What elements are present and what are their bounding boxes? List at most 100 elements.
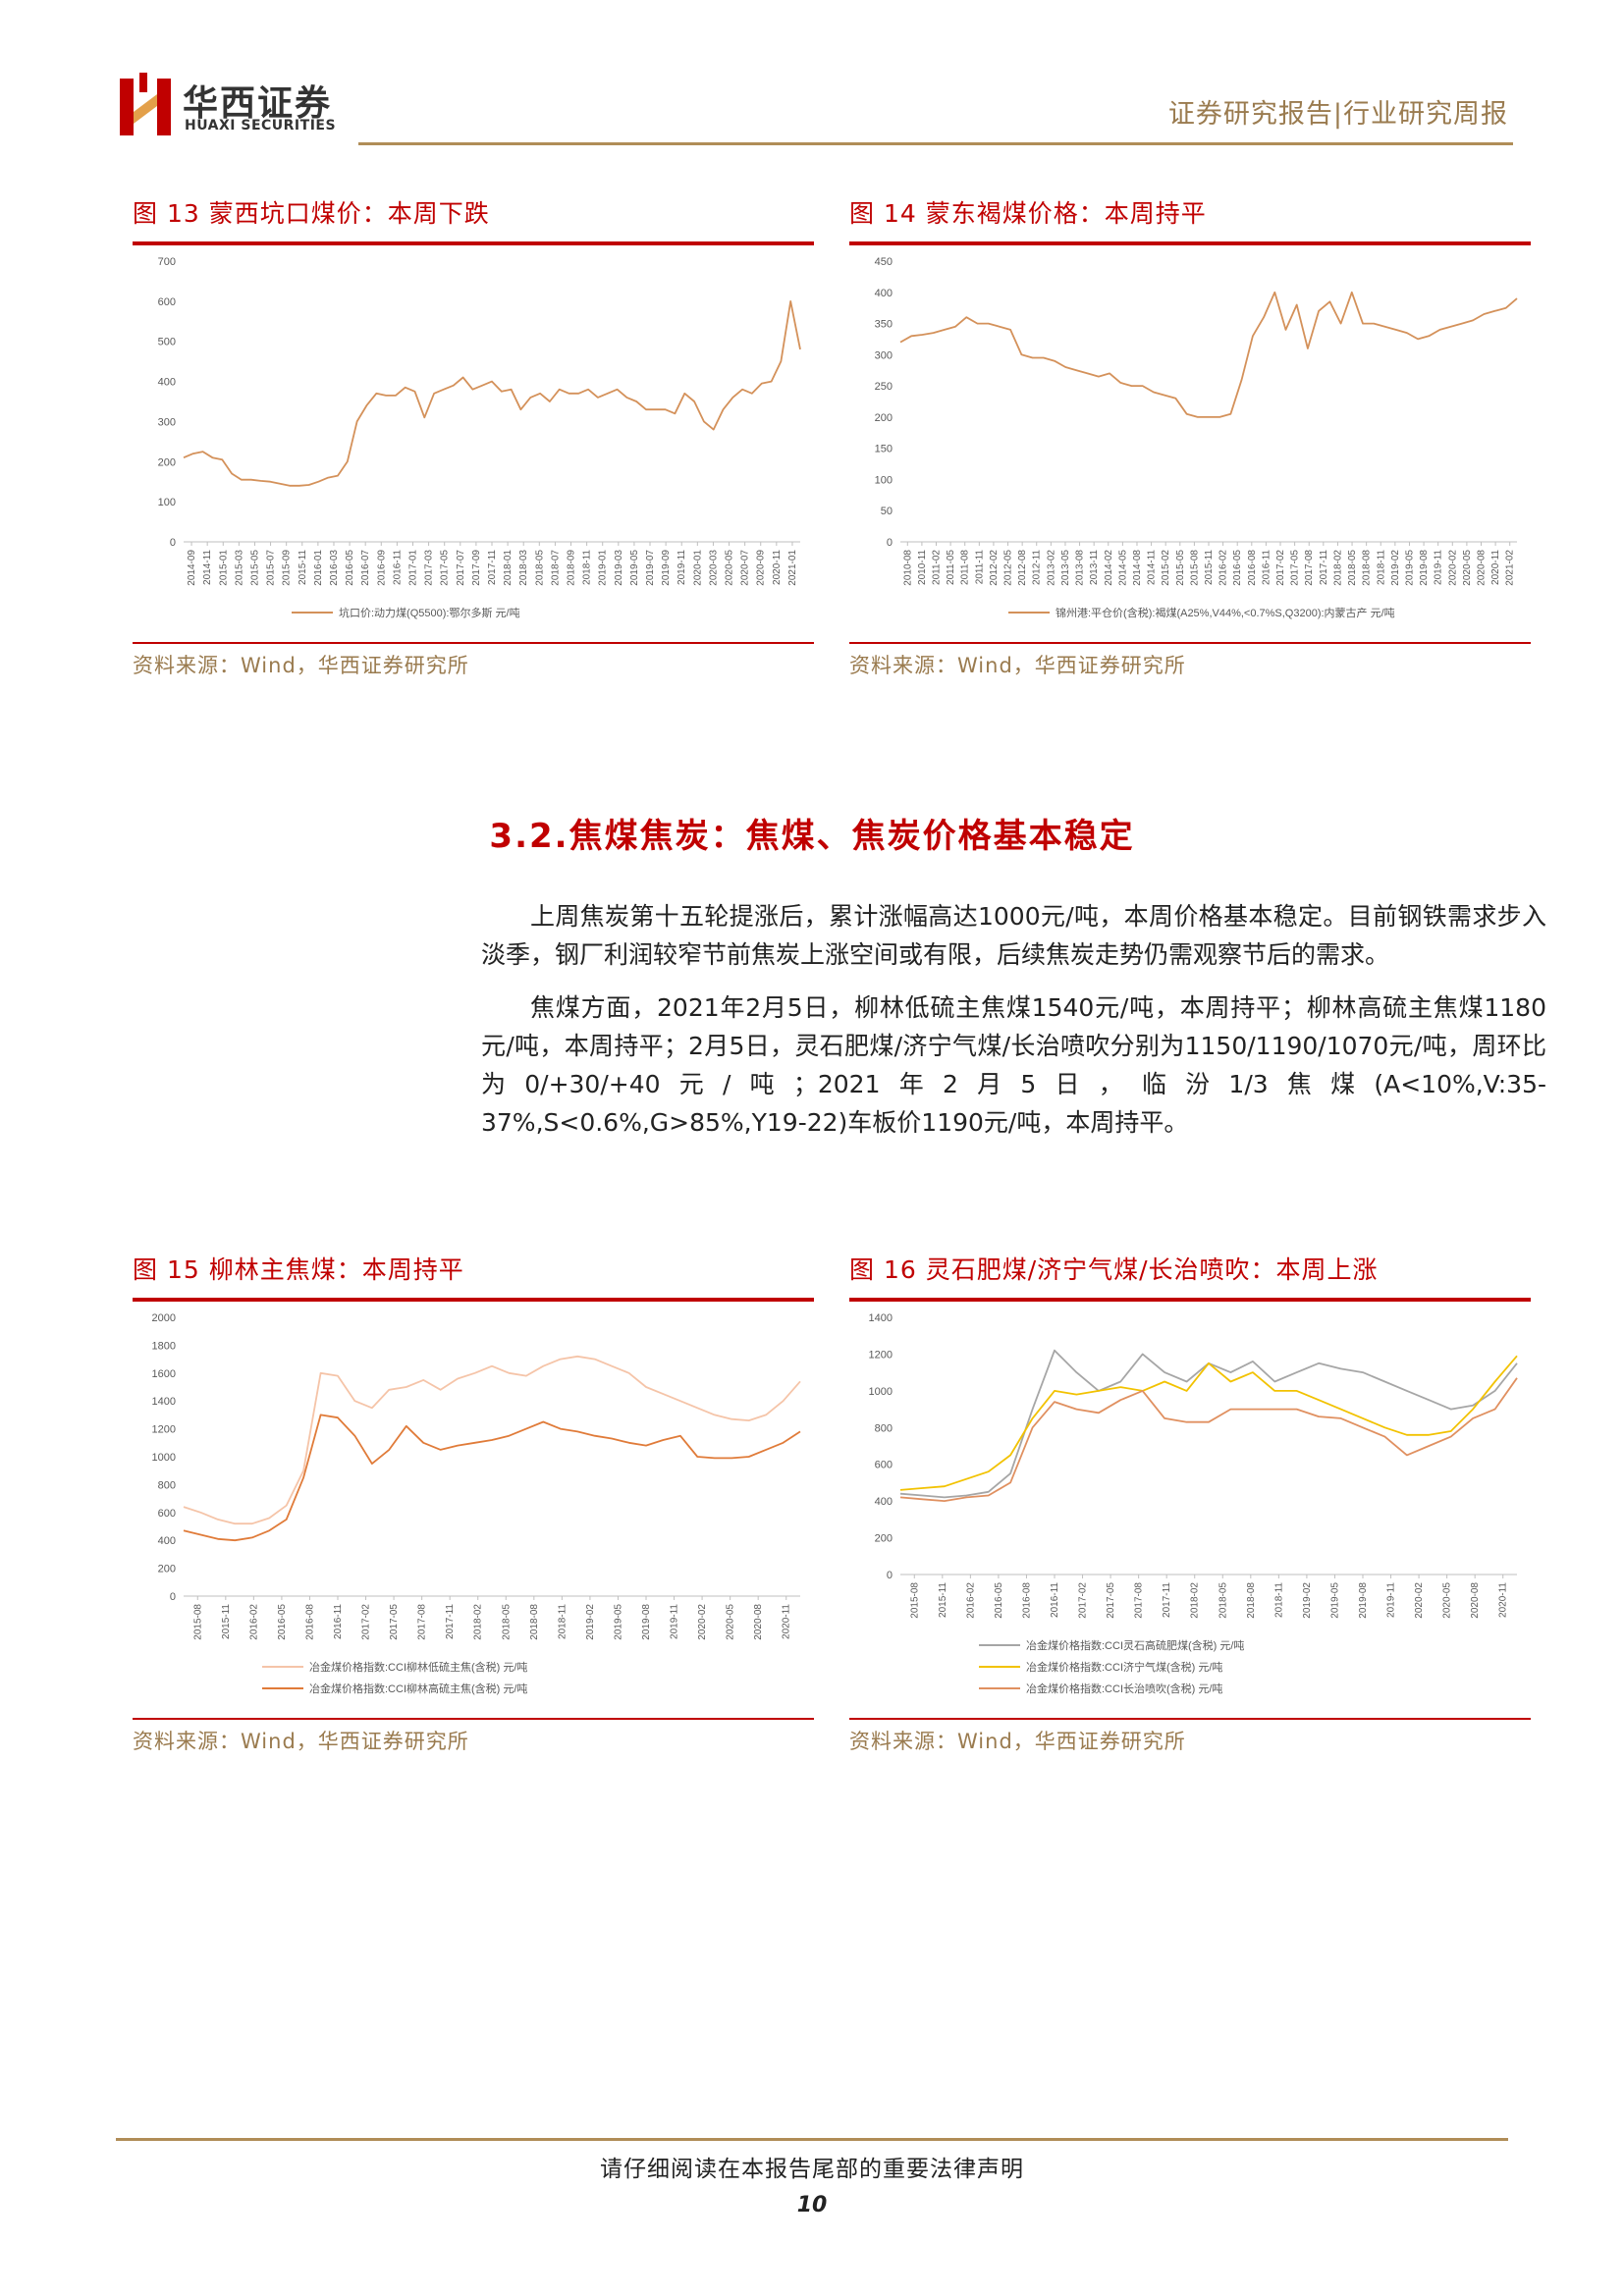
y-tick-label: 500 xyxy=(158,337,176,348)
y-tick-label: 400 xyxy=(875,288,893,299)
series-line-1 xyxy=(899,1349,1518,1499)
x-tick-label: 2018-08 xyxy=(1246,1582,1257,1619)
x-tick-label: 2013-08 xyxy=(1075,550,1086,586)
section-body: 上周焦炭第十五轮提涨后，累计涨幅高达1000元/吨，本周价格基本稳定。目前钢铁需… xyxy=(481,897,1546,1156)
x-tick-label: 2017-05 xyxy=(1290,550,1301,586)
x-tick-label: 2019-08 xyxy=(1358,1582,1369,1619)
x-tick-label: 2014-05 xyxy=(1117,550,1128,586)
x-tick-label: 2019-02 xyxy=(1390,550,1401,586)
x-tick-label: 2021-01 xyxy=(787,550,798,586)
fig14-source: 资料来源：Wind，华西证券研究所 xyxy=(849,654,1186,677)
x-tick-label: 2010-11 xyxy=(917,550,928,585)
x-tick-label: 2018-08 xyxy=(1362,550,1373,586)
x-tick-label: 2019-05 xyxy=(629,550,640,586)
y-tick-label: 100 xyxy=(158,497,176,508)
x-tick-label: 2017-02 xyxy=(1275,550,1286,586)
y-tick-label: 1000 xyxy=(869,1386,893,1398)
y-tick-label: 200 xyxy=(875,412,893,424)
x-tick-label: 2011-11 xyxy=(974,550,985,585)
y-tick-label: 600 xyxy=(158,296,176,308)
x-tick-label: 2011-05 xyxy=(946,550,956,585)
x-tick-label: 2012-02 xyxy=(989,550,1000,586)
fig15-source: 资料来源：Wind，华西证券研究所 xyxy=(133,1730,469,1753)
y-tick-label: 450 xyxy=(875,256,893,268)
x-tick-label: 2018-05 xyxy=(1218,1582,1228,1619)
x-tick-label: 2017-11 xyxy=(1162,1582,1172,1618)
section-title: 3.2.焦煤焦炭：焦煤、焦炭价格基本稳定 xyxy=(489,817,1135,856)
x-tick-label: 2016-01 xyxy=(313,550,324,586)
x-tick-label: 2020-11 xyxy=(782,1604,792,1639)
report-type: 证券研究报告|行业研究周报 xyxy=(1167,99,1508,130)
x-tick-label: 2017-08 xyxy=(417,1604,428,1640)
x-tick-label: 2020-05 xyxy=(1442,1582,1453,1619)
fig15-chart: 0 200 400 600 800 1000 1200 1400 1600 1800 2000 201… xyxy=(133,1304,814,1716)
fig16-source: 资料来源：Wind，华西证券研究所 xyxy=(849,1730,1186,1753)
x-tick-label: 2019-11 xyxy=(1434,550,1444,585)
huaxi-logo-icon xyxy=(120,73,171,135)
series-line-1 xyxy=(899,291,1518,418)
series-line-2 xyxy=(183,1414,801,1542)
x-tick-label: 2019-02 xyxy=(585,1604,596,1640)
y-tick-label: 0 xyxy=(887,1570,893,1581)
x-tick-label: 2018-09 xyxy=(567,550,577,586)
x-tick-label: 2016-02 xyxy=(1218,550,1229,586)
x-tick-label: 2014-11 xyxy=(202,550,213,585)
x-tick-label: 2018-07 xyxy=(550,550,561,586)
legend-label: 锦州港:平仓价(含税):褐煤(A25%,V44%,<0.7%S,Q3200):内… xyxy=(1056,606,1395,619)
y-tick-label: 400 xyxy=(158,377,176,389)
x-tick-label: 2015-03 xyxy=(234,550,244,586)
x-tick-label: 2019-11 xyxy=(1386,1582,1397,1618)
x-tick-label: 2016-03 xyxy=(329,550,340,586)
legend-label: 冶金煤价格指数:CCI灵石高硫肥煤(含税) 元/吨 xyxy=(1026,1638,1244,1652)
y-tick-label: 300 xyxy=(158,416,176,428)
x-tick-label: 2017-11 xyxy=(445,1604,456,1639)
fig16-bottom-rule xyxy=(849,1718,1531,1720)
x-tick-label: 2016-05 xyxy=(277,1604,288,1640)
x-tick-label: 2015-11 xyxy=(938,1582,948,1618)
x-tick-label: 2018-05 xyxy=(501,1604,512,1640)
y-tick-label: 1600 xyxy=(152,1368,176,1380)
x-tick-label: 2015-02 xyxy=(1161,550,1171,586)
x-tick-label: 2017-01 xyxy=(407,550,418,586)
x-tick-label: 2019-01 xyxy=(598,550,609,586)
x-tick-label: 2019-03 xyxy=(614,550,624,586)
x-tick-label: 2016-11 xyxy=(1050,1582,1060,1618)
x-tick-label: 2019-08 xyxy=(1419,550,1430,586)
x-tick-label: 2015-05 xyxy=(249,550,260,586)
y-tick-label: 1400 xyxy=(152,1396,176,1408)
y-tick-label: 600 xyxy=(875,1460,893,1471)
x-tick-label: 2020-05 xyxy=(726,1604,736,1640)
x-tick-label: 2019-02 xyxy=(1302,1582,1313,1619)
x-tick-label: 2019-08 xyxy=(641,1604,652,1640)
x-tick-label: 2016-02 xyxy=(965,1582,976,1619)
y-tick-label: 800 xyxy=(875,1422,893,1434)
legal-notice: 请仔细阅读在本报告尾部的重要法律声明 xyxy=(600,2157,1024,2182)
x-tick-label: 2018-11 xyxy=(557,1604,568,1639)
x-tick-label: 2017-08 xyxy=(1134,1582,1145,1619)
fig16-chart: 0 200 400 600 800 1000 1200 1400 2015-08 2015-11 2… xyxy=(849,1304,1531,1716)
fig13-source: 资料来源：Wind，华西证券研究所 xyxy=(133,654,469,677)
legend-label: 冶金煤价格指数:CCI长治喷吹(含税) 元/吨 xyxy=(1026,1682,1222,1695)
y-tick-label: 50 xyxy=(881,506,893,517)
x-tick-label: 2019-09 xyxy=(661,550,672,586)
fig15-bottom-rule xyxy=(133,1718,814,1720)
x-tick-label: 2019-11 xyxy=(677,550,687,585)
x-tick-label: 2020-02 xyxy=(697,1604,708,1640)
y-tick-label: 2000 xyxy=(152,1312,176,1324)
x-tick-label: 2017-02 xyxy=(361,1604,372,1640)
x-tick-label: 2017-11 xyxy=(1319,550,1329,585)
x-tick-label: 2015-11 xyxy=(221,1604,232,1639)
y-tick-label: 1000 xyxy=(152,1452,176,1464)
x-tick-label: 2017-09 xyxy=(471,550,482,586)
x-tick-label: 2013-02 xyxy=(1046,550,1056,586)
fig14-title: 图 14 蒙东褐煤价格：本周持平 xyxy=(849,199,1207,228)
x-tick-label: 2013-11 xyxy=(1089,550,1100,585)
fig14-top-rule xyxy=(849,241,1531,245)
x-tick-label: 2018-01 xyxy=(503,550,514,586)
x-tick-label: 2016-08 xyxy=(304,1604,315,1640)
x-tick-label: 2016-11 xyxy=(392,550,403,585)
x-tick-label: 2017-02 xyxy=(1078,1582,1089,1619)
x-tick-label: 2016-05 xyxy=(1232,550,1243,586)
legend-label: 冶金煤价格指数:CCI柳林低硫主焦(含税) 元/吨 xyxy=(309,1660,527,1674)
x-tick-label: 2012-05 xyxy=(1003,550,1014,586)
